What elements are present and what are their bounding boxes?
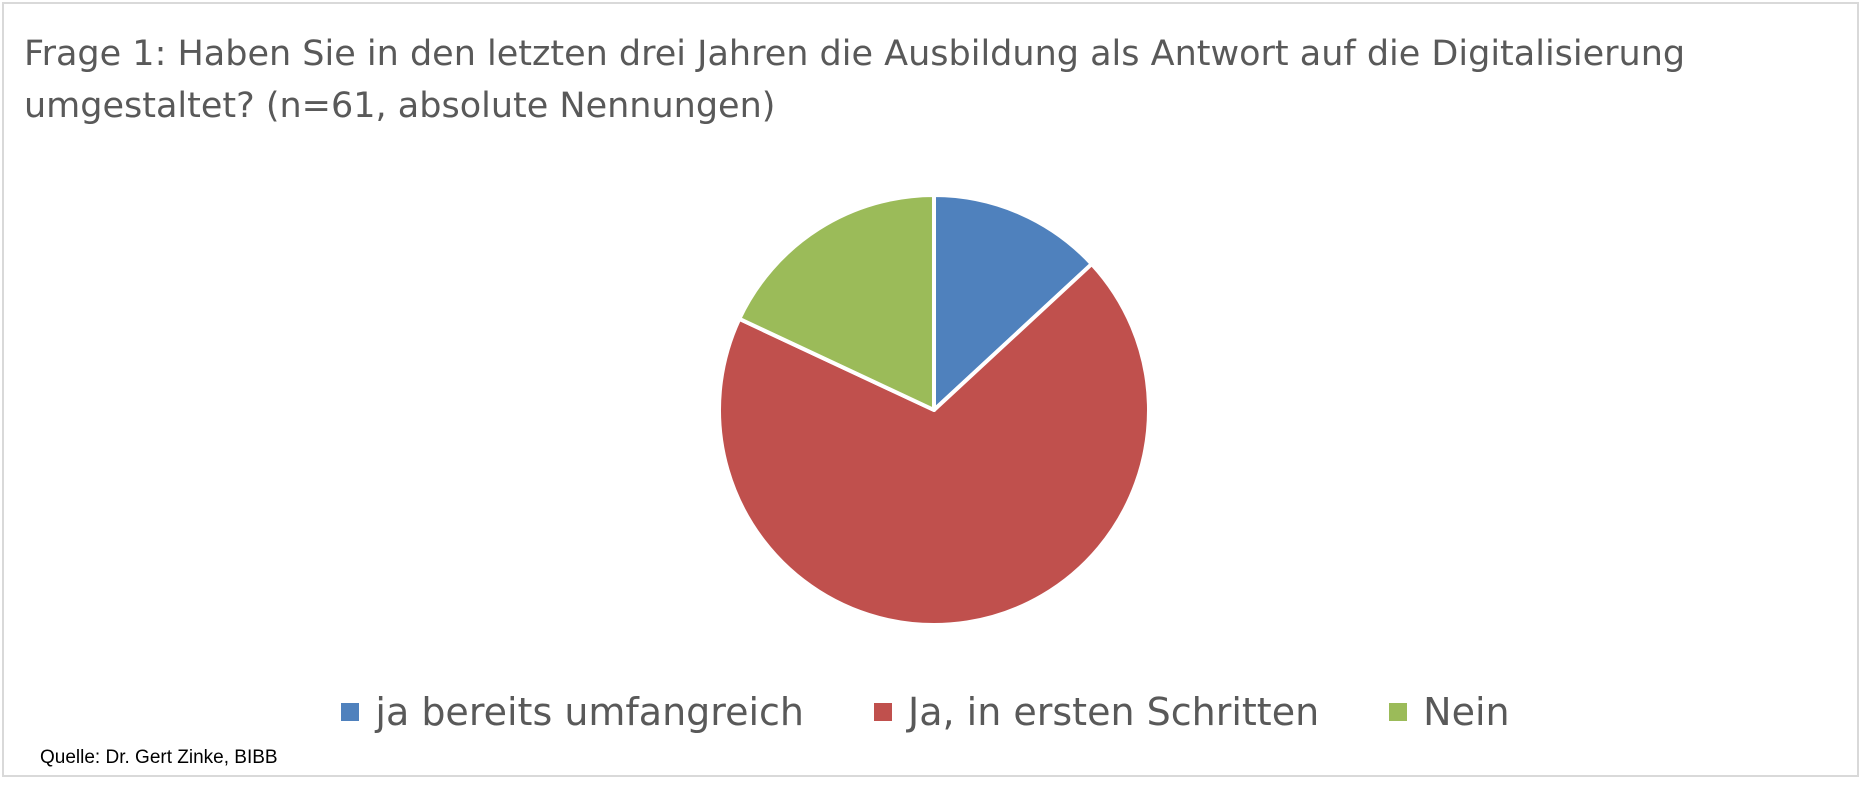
legend: ja bereits umfangreich Ja, in ersten Sch… — [0, 690, 1852, 734]
legend-item-ja-bereits-umfangreich: ja bereits umfangreich — [341, 690, 804, 734]
legend-swatch — [341, 703, 360, 721]
source-note: Quelle: Dr. Gert Zinke, BIBB — [40, 747, 278, 768]
pie-slice-ja-in-ersten-schritten — [717, 261, 1151, 627]
legend-item-ja-in-ersten-schritten: Ja, in ersten Schritten — [874, 690, 1319, 734]
legend-label: Nein — [1423, 690, 1510, 734]
legend-item-nein: Nein — [1389, 690, 1510, 734]
pie-slice-ja-bereits-umfangreich — [932, 193, 1094, 412]
legend-label: ja bereits umfangreich — [375, 690, 804, 734]
chart-title: Frage 1: Haben Sie in den letzten drei J… — [24, 34, 1686, 126]
legend-swatch — [1389, 703, 1408, 721]
legend-swatch — [874, 703, 892, 721]
pie-chart — [717, 193, 1151, 627]
legend-label: Ja, in ersten Schritten — [908, 690, 1320, 734]
pie-slice-nein — [737, 193, 936, 412]
